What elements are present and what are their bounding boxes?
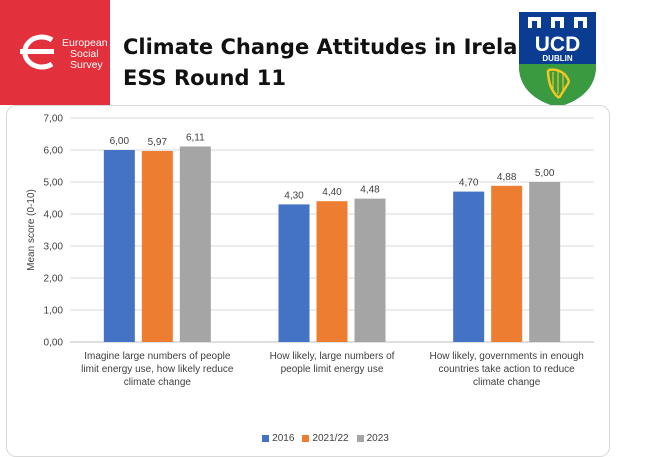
ess-logo-line2: Social <box>70 48 99 60</box>
legend-item: 2021/22 <box>302 433 349 444</box>
x-category-label: How likely, governments in enough countri… <box>422 350 592 389</box>
x-category-label-line: How likely, large numbers of <box>269 351 395 362</box>
y-tick-label: 6,00 <box>44 146 64 157</box>
legend-label: 2016 <box>272 433 295 444</box>
y-tick-label: 2,00 <box>44 274 64 285</box>
data-label: 6,00 <box>110 136 130 147</box>
y-axis-title: Mean score (0-10) <box>26 189 37 271</box>
data-label: 4,48 <box>360 185 380 196</box>
bar <box>453 191 485 342</box>
bar <box>103 150 135 342</box>
x-category-label-line: Imagine large numbers of people <box>84 351 231 362</box>
bar <box>179 146 211 342</box>
y-tick-label: 4,00 <box>44 210 64 221</box>
data-label: 4,88 <box>497 172 517 183</box>
y-tick-label: 1,00 <box>44 306 64 317</box>
x-category-label: How likely, large numbers of people limit… <box>247 350 417 376</box>
legend-swatch <box>262 434 270 442</box>
legend-item: 2023 <box>356 433 389 444</box>
legend-label: 2021/22 <box>312 433 349 444</box>
bar <box>316 201 348 342</box>
title-line1: Climate Change Attitudes in Ireland – <box>123 35 566 59</box>
ucd-logo-subtext: DUBLIN <box>542 54 572 63</box>
ucd-logo-text: UCD <box>535 33 581 56</box>
legend-swatch <box>302 434 310 442</box>
castle-icon <box>528 17 587 28</box>
x-category-label-line: climate change <box>473 377 541 388</box>
x-category-label-line: climate change <box>123 377 191 388</box>
page-title: Climate Change Attitudes in Ireland – ES… <box>123 32 565 94</box>
ucd-logo: UCD DUBLIN <box>519 12 596 107</box>
y-tick-label: 0,00 <box>44 338 64 349</box>
x-category-label-line: How likely, governments in enough <box>429 351 584 362</box>
bar <box>354 198 386 342</box>
x-category-label-line: limit energy use, how likely reduce <box>81 364 234 375</box>
ess-logo-line3: Survey <box>70 59 103 71</box>
ess-logo: European Social Survey <box>0 0 110 105</box>
legend-swatch <box>356 434 364 442</box>
title-line2: ESS Round 11 <box>123 66 287 90</box>
y-tick-label: 3,00 <box>44 242 64 253</box>
data-label: 5,00 <box>535 168 555 179</box>
legend-item: 2016 <box>262 433 294 444</box>
bar <box>141 150 173 342</box>
x-category-label: Imagine large numbers of people limit ene… <box>72 350 242 389</box>
data-label: 4,70 <box>459 178 479 189</box>
legend-label: 2023 <box>366 433 389 444</box>
data-label: 4,30 <box>284 190 304 201</box>
data-label: 5,97 <box>148 137 168 148</box>
y-tick-label: 5,00 <box>44 178 64 189</box>
x-category-label-line: countries take action to reduce <box>438 364 575 375</box>
x-category-label-line: people limit energy use <box>280 364 384 375</box>
bar <box>278 204 310 342</box>
data-label: 4,40 <box>322 187 342 198</box>
harp-icon <box>546 68 571 99</box>
ess-logo-mark-icon <box>20 34 54 70</box>
ess-logo-text: European Social Survey <box>62 38 108 71</box>
data-label: 6,11 <box>186 132 205 143</box>
chart-legend: 2016 2021/22 2023 <box>0 433 651 444</box>
y-tick-label: 7,00 <box>44 114 64 125</box>
bar <box>491 185 523 342</box>
ess-logo-line1: European <box>62 37 108 49</box>
bar <box>529 182 561 342</box>
